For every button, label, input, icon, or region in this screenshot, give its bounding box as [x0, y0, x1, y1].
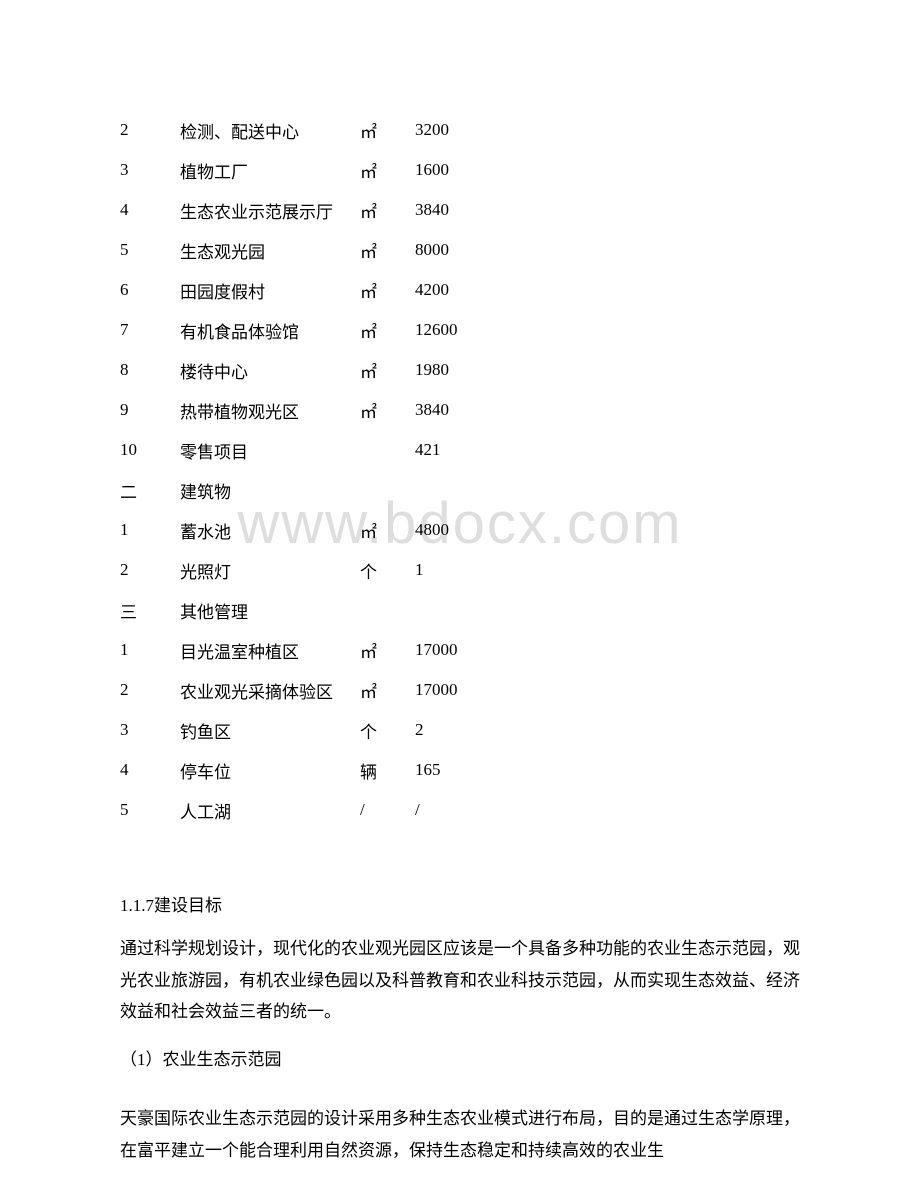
row-name: 楼待中心 — [180, 358, 360, 383]
row-value: 1980 — [415, 360, 515, 380]
row-value: 3840 — [415, 400, 515, 420]
row-name: 检测、配送中心 — [180, 118, 360, 143]
row-number: 7 — [120, 320, 180, 340]
table-row: 2 农业观光采摘体验区 ㎡ 17000 — [120, 670, 800, 710]
table-row: 3 钓鱼区 个 2 — [120, 710, 800, 750]
row-value: / — [415, 800, 515, 820]
text-content: 1.1.7建设目标 通过科学规划设计，现代化的农业观光园区应该是一个具备多种功能… — [120, 890, 800, 1166]
row-number: 1 — [120, 640, 180, 660]
row-name: 植物工厂 — [180, 158, 360, 183]
row-name: 热带植物观光区 — [180, 398, 360, 423]
table-row: 6 田园度假村 ㎡ 4200 — [120, 270, 800, 310]
row-value: 17000 — [415, 680, 515, 700]
row-value: 4200 — [415, 280, 515, 300]
row-number: 三 — [120, 598, 180, 623]
table-row: 10 零售项目 421 — [120, 430, 800, 470]
row-value: 17000 — [415, 640, 515, 660]
row-name: 生态观光园 — [180, 238, 360, 263]
row-unit: 个 — [360, 558, 415, 583]
row-unit: 个 — [360, 718, 415, 743]
row-name: 田园度假村 — [180, 278, 360, 303]
row-name: 生态农业示范展示厅 — [180, 198, 360, 223]
paragraph: 天豪国际农业生态示范园的设计采用多种生态农业模式进行布局，目的是通过生态学原理，… — [120, 1103, 800, 1166]
row-unit: ㎡ — [360, 678, 415, 703]
row-value: 3840 — [415, 200, 515, 220]
row-number: 6 — [120, 280, 180, 300]
table-row: 7 有机食品体验馆 ㎡ 12600 — [120, 310, 800, 350]
table-row: 5 生态观光园 ㎡ 8000 — [120, 230, 800, 270]
row-value: 2 — [415, 720, 515, 740]
paragraph: 通过科学规划设计，现代化的农业观光园区应该是一个具备多种功能的农业生态示范园，观… — [120, 933, 800, 1027]
row-value: 8000 — [415, 240, 515, 260]
table-row: 三 其他管理 — [120, 590, 800, 630]
row-name: 零售项目 — [180, 438, 360, 463]
table-row: 2 光照灯 个 1 — [120, 550, 800, 590]
row-number: 5 — [120, 240, 180, 260]
row-number: 3 — [120, 720, 180, 740]
row-number: 2 — [120, 120, 180, 140]
table-row: 2 检测、配送中心 ㎡ 3200 — [120, 110, 800, 150]
row-unit: ㎡ — [360, 318, 415, 343]
row-number: 3 — [120, 160, 180, 180]
row-value: 4800 — [415, 520, 515, 540]
table-row: 5 人工湖 / / — [120, 790, 800, 830]
row-value: 1 — [415, 560, 515, 580]
row-name: 其他管理 — [180, 598, 360, 623]
table-row: 二 建筑物 — [120, 470, 800, 510]
table-row: 4 停车位 辆 165 — [120, 750, 800, 790]
row-number: 二 — [120, 478, 180, 503]
section-heading: 1.1.7建设目标 — [120, 890, 800, 921]
row-value: 12600 — [415, 320, 515, 340]
table-row: 8 楼待中心 ㎡ 1980 — [120, 350, 800, 390]
row-number: 10 — [120, 440, 180, 460]
row-name: 有机食品体验馆 — [180, 318, 360, 343]
row-unit: ㎡ — [360, 278, 415, 303]
table-row: 4 生态农业示范展示厅 ㎡ 3840 — [120, 190, 800, 230]
row-name: 目光温室种植区 — [180, 638, 360, 663]
row-name: 光照灯 — [180, 558, 360, 583]
sub-heading: （1）农业生态示范园 — [120, 1044, 800, 1075]
row-value: 1600 — [415, 160, 515, 180]
row-name: 农业观光采摘体验区 — [180, 678, 360, 703]
row-name: 钓鱼区 — [180, 718, 360, 743]
row-unit: ㎡ — [360, 358, 415, 383]
row-number: 8 — [120, 360, 180, 380]
row-value: 3200 — [415, 120, 515, 140]
row-value: 165 — [415, 760, 515, 780]
data-table: 2 检测、配送中心 ㎡ 3200 3 植物工厂 ㎡ 1600 4 生态农业示范展… — [120, 110, 800, 830]
row-unit: ㎡ — [360, 118, 415, 143]
row-unit: ㎡ — [360, 398, 415, 423]
table-row: 3 植物工厂 ㎡ 1600 — [120, 150, 800, 190]
row-unit: ㎡ — [360, 158, 415, 183]
row-name: 停车位 — [180, 758, 360, 783]
row-name: 建筑物 — [180, 478, 360, 503]
row-unit: ㎡ — [360, 638, 415, 663]
row-value: 421 — [415, 440, 515, 460]
row-unit: ㎡ — [360, 198, 415, 223]
row-number: 4 — [120, 760, 180, 780]
row-number: 2 — [120, 680, 180, 700]
row-unit: 辆 — [360, 758, 415, 783]
row-number: 9 — [120, 400, 180, 420]
table-row: 1 蓄水池 ㎡ 4800 — [120, 510, 800, 550]
row-unit: ㎡ — [360, 238, 415, 263]
table-row: 9 热带植物观光区 ㎡ 3840 — [120, 390, 800, 430]
row-number: 5 — [120, 800, 180, 820]
table-row: 1 目光温室种植区 ㎡ 17000 — [120, 630, 800, 670]
row-number: 1 — [120, 520, 180, 540]
row-number: 4 — [120, 200, 180, 220]
row-number: 2 — [120, 560, 180, 580]
row-name: 人工湖 — [180, 798, 360, 823]
row-name: 蓄水池 — [180, 518, 360, 543]
row-unit: ㎡ — [360, 518, 415, 543]
page-content: 2 检测、配送中心 ㎡ 3200 3 植物工厂 ㎡ 1600 4 生态农业示范展… — [120, 110, 800, 1166]
row-unit: / — [360, 800, 415, 820]
